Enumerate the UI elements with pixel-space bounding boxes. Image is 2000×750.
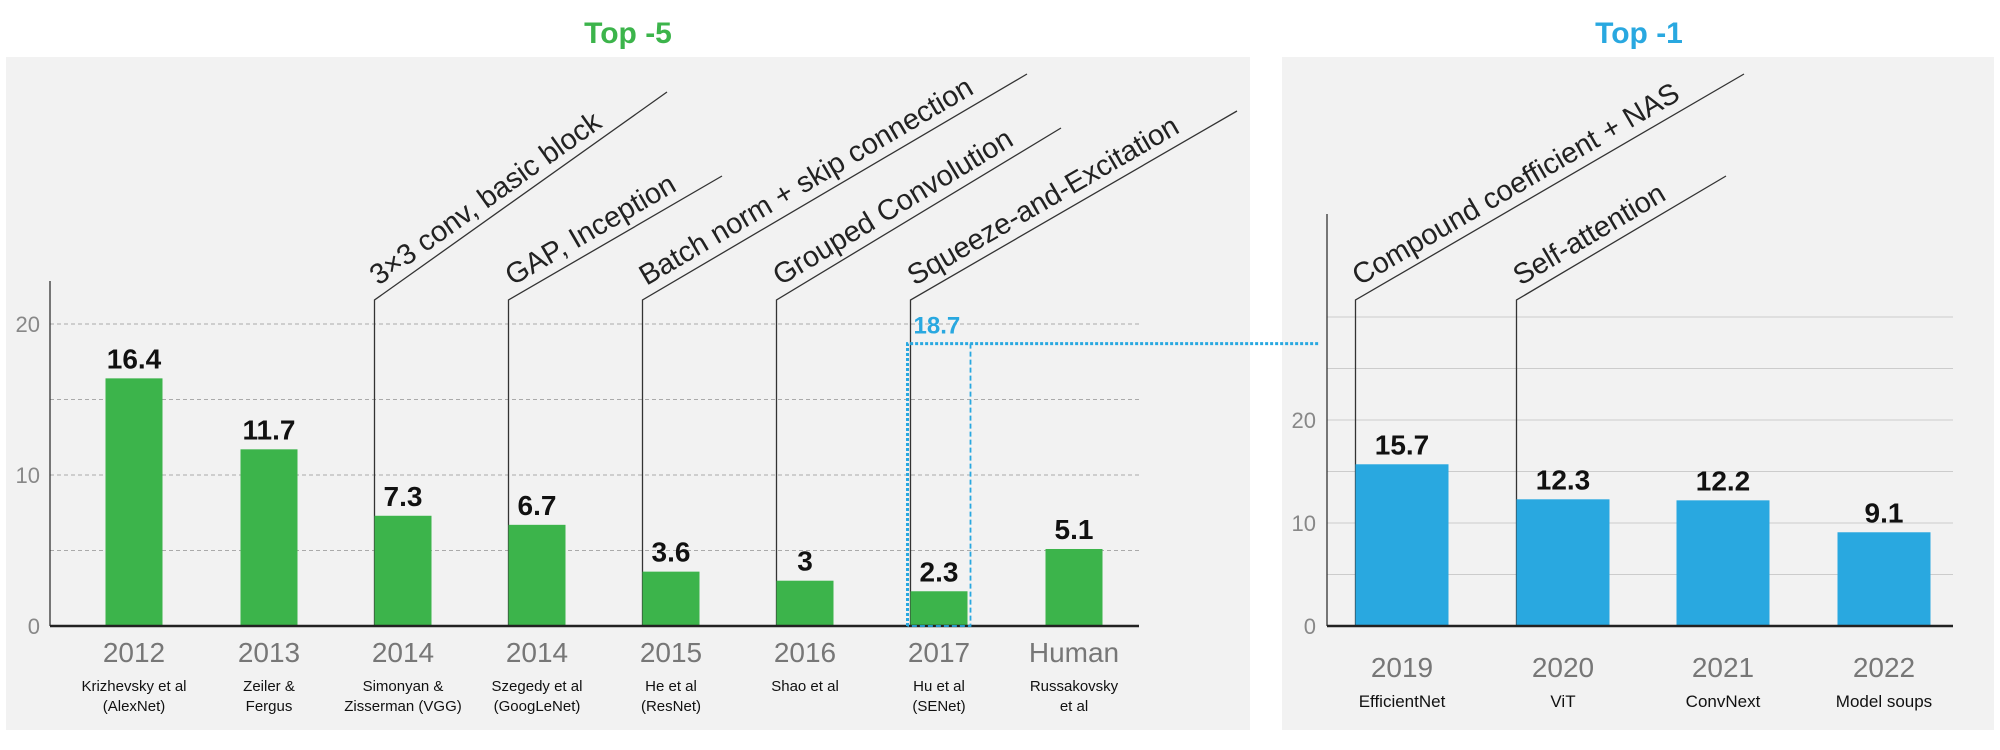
bar-value-label: 9.1: [1865, 497, 1904, 528]
x-tick-sublabel: Model soups: [1836, 692, 1932, 711]
x-tick-sublabel: Zeiler &: [243, 678, 295, 695]
y-tick-label: 10: [16, 463, 40, 488]
annotation-leader-line: [909, 110, 1238, 626]
annotation-leader-line: [641, 73, 1028, 626]
x-tick-label: 2014: [372, 637, 434, 668]
x-tick-sublabel: Shao et al: [771, 678, 839, 695]
bar: [1355, 464, 1449, 626]
y-tick-label: 0: [28, 614, 40, 639]
highlight-value-label: 18.7: [914, 313, 961, 340]
x-tick-label: 2013: [238, 637, 300, 668]
bar-value-label: 12.3: [1536, 464, 1591, 495]
x-tick-label: 2020: [1532, 652, 1594, 683]
bar: [105, 378, 163, 626]
x-tick-sublabel: Zisserman (VGG): [344, 698, 462, 715]
top5-title: Top -5: [584, 17, 672, 50]
x-tick-sublabel: (SENet): [912, 698, 965, 715]
x-tick-sublabel: (ResNet): [641, 698, 701, 715]
y-tick-label: 0: [1304, 614, 1316, 639]
bar-value-label: 3.6: [652, 537, 691, 568]
bar-value-label: 5.1: [1055, 514, 1094, 545]
x-tick-sublabel: Fergus: [246, 698, 293, 715]
x-tick-label: 2014: [506, 637, 568, 668]
y-tick-label: 20: [1292, 408, 1316, 433]
x-tick-sublabel: He et al: [645, 678, 697, 695]
bar: [1676, 500, 1770, 626]
bar: [642, 571, 700, 626]
bar-value-label: 12.2: [1696, 465, 1751, 496]
x-tick-label: 2017: [908, 637, 970, 668]
annotation-leader-line: [775, 127, 1062, 626]
x-tick-sublabel: ConvNext: [1686, 692, 1761, 711]
x-tick-label: 2022: [1853, 652, 1915, 683]
bar-value-label: 7.3: [384, 481, 423, 512]
x-tick-label: 2019: [1371, 652, 1433, 683]
x-tick-sublabel: Hu et al: [913, 678, 965, 695]
top1-panel: [1282, 57, 1994, 730]
x-tick-sublabel: Simonyan &: [363, 678, 444, 695]
bar: [374, 515, 432, 626]
x-tick-sublabel: ViT: [1550, 692, 1575, 711]
bar: [1837, 532, 1931, 626]
bar: [240, 449, 298, 626]
x-tick-sublabel: et al: [1060, 698, 1088, 715]
x-tick-label: 2012: [103, 637, 165, 668]
bar-value-label: 16.4: [107, 343, 162, 374]
top5-panel: [6, 57, 1250, 730]
bar-value-label: 15.7: [1375, 429, 1430, 460]
highlight-dotted-line: [906, 342, 1320, 626]
bar-value-label: 11.7: [243, 414, 296, 445]
bar-value-label: 3: [797, 546, 813, 577]
x-tick-sublabel: Krizhevsky et al: [81, 678, 186, 695]
x-tick-label: Human: [1029, 637, 1119, 668]
bar: [1516, 499, 1610, 626]
x-tick-sublabel: (GoogLeNet): [494, 698, 581, 715]
x-tick-label: 2015: [640, 637, 702, 668]
x-tick-sublabel: Russakovsky: [1030, 678, 1119, 695]
highlight-dashed-box: [907, 343, 972, 627]
x-tick-label: 2016: [774, 637, 836, 668]
bar: [508, 524, 566, 626]
bar: [776, 580, 834, 626]
bar: [910, 591, 968, 626]
bar-value-label: 6.7: [518, 490, 557, 521]
bar: [1045, 548, 1103, 626]
x-tick-label: 2021: [1692, 652, 1754, 683]
x-tick-sublabel: EfficientNet: [1359, 692, 1446, 711]
y-tick-label: 10: [1292, 511, 1316, 536]
y-tick-label: 20: [16, 312, 40, 337]
x-tick-sublabel: Szegedy et al: [492, 678, 583, 695]
top1-title: Top -1: [1595, 17, 1683, 50]
bar-value-label: 2.3: [920, 556, 959, 587]
x-tick-sublabel: (AlexNet): [103, 698, 166, 715]
annotation-leader-line: [507, 175, 723, 626]
